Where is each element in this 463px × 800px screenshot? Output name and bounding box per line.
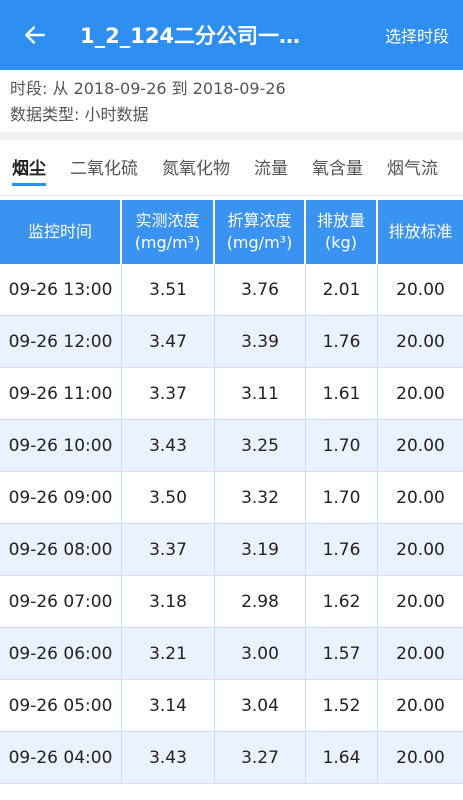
cell-standard: 20.00: [396, 539, 445, 560]
cell-emission: 1.61: [306, 368, 378, 419]
cell-time: 09-26 06:00: [0, 628, 122, 679]
data-type-text: 数据类型: 小时数据: [10, 105, 149, 124]
select-period-button[interactable]: 选择时段: [384, 27, 449, 46]
table-row[interactable]: 09-26 12:00 3.47 3.39 1.76 20.00: [0, 316, 463, 368]
cell-standard: 20.00: [396, 487, 445, 508]
cell-measured: 3.18: [122, 576, 215, 627]
cell-converted: 3.25: [215, 420, 306, 471]
tab-nox[interactable]: 氮氧化物: [162, 158, 230, 179]
cell-standard: 20.00: [396, 695, 445, 716]
header-converted: 折算浓度 (mg/m³): [215, 200, 306, 264]
cell-measured: 3.37: [122, 368, 215, 419]
app-bar: 1_2_124二分公司一… 选择时段: [0, 0, 463, 70]
data-table: 监控时间 实测浓度 (mg/m³) 折算浓度 (mg/m³) 排放量 (kg) …: [0, 200, 463, 784]
page-title: 1_2_124二分公司一…: [80, 24, 301, 48]
cell-measured: 3.50: [122, 472, 215, 523]
table-row[interactable]: 09-26 13:00 3.51 3.76 2.01 20.00: [0, 264, 463, 316]
cell-converted: 3.00: [215, 628, 306, 679]
cell-converted: 3.27: [215, 732, 306, 783]
cell-measured: 3.43: [122, 732, 215, 783]
header-time: 监控时间: [0, 200, 122, 264]
cell-standard: 20.00: [396, 383, 445, 404]
cell-standard: 20.00: [396, 435, 445, 456]
table-row[interactable]: 09-26 07:00 3.18 2.98 1.62 20.00: [0, 576, 463, 628]
tab-dust[interactable]: 烟尘: [12, 140, 46, 195]
cell-time: 09-26 04:00: [0, 732, 122, 783]
arrow-left-icon: [25, 26, 45, 44]
table-header: 监控时间 实测浓度 (mg/m³) 折算浓度 (mg/m³) 排放量 (kg) …: [0, 200, 463, 264]
cell-time: 09-26 05:00: [0, 680, 122, 731]
cell-emission: 1.57: [306, 628, 378, 679]
table-row[interactable]: 09-26 05:00 3.14 3.04 1.52 20.00: [0, 680, 463, 732]
table-row[interactable]: 09-26 09:00 3.50 3.32 1.70 20.00: [0, 472, 463, 524]
table-row[interactable]: 09-26 04:00 3.43 3.27 1.64 20.00: [0, 732, 463, 784]
cell-measured: 3.21: [122, 628, 215, 679]
cell-time: 09-26 10:00: [0, 420, 122, 471]
cell-standard: 20.00: [396, 747, 445, 768]
cell-converted: 3.19: [215, 524, 306, 575]
table-row[interactable]: 09-26 11:00 3.37 3.11 1.61 20.00: [0, 368, 463, 420]
cell-measured: 3.47: [122, 316, 215, 367]
tab-so2[interactable]: 二氧化硫: [70, 158, 138, 179]
table-row[interactable]: 09-26 10:00 3.43 3.25 1.70 20.00: [0, 420, 463, 472]
table-row[interactable]: 09-26 08:00 3.37 3.19 1.76 20.00: [0, 524, 463, 576]
cell-standard: 20.00: [396, 643, 445, 664]
cell-time: 09-26 13:00: [0, 264, 122, 315]
header-measured: 实测浓度 (mg/m³): [122, 200, 215, 264]
query-info: 时段: 从 2018-09-26 到 2018-09-26 数据类型: 小时数据: [0, 70, 463, 132]
cell-converted: 3.04: [215, 680, 306, 731]
cell-converted: 3.11: [215, 368, 306, 419]
cell-standard: 20.00: [396, 331, 445, 352]
cell-time: 09-26 08:00: [0, 524, 122, 575]
table-row[interactable]: 09-26 06:00 3.21 3.00 1.57 20.00: [0, 628, 463, 680]
header-emission: 排放量 (kg): [306, 200, 378, 264]
table-body: 09-26 13:00 3.51 3.76 2.01 20.00 09-26 12:00 3…: [0, 264, 463, 784]
cell-emission: 1.70: [306, 420, 378, 471]
cell-time: 09-26 07:00: [0, 576, 122, 627]
tab-oxygen[interactable]: 氧含量: [312, 158, 363, 179]
cell-measured: 3.37: [122, 524, 215, 575]
cell-converted: 3.76: [215, 264, 306, 315]
cell-emission: 1.52: [306, 680, 378, 731]
cell-emission: 1.64: [306, 732, 378, 783]
cell-standard: 20.00: [396, 591, 445, 612]
cell-measured: 3.43: [122, 420, 215, 471]
header-standard: 排放标准: [388, 222, 453, 241]
cell-emission: 1.76: [306, 316, 378, 367]
cell-time: 09-26 09:00: [0, 472, 122, 523]
cell-emission: 1.76: [306, 524, 378, 575]
cell-emission: 1.70: [306, 472, 378, 523]
cell-time: 09-26 12:00: [0, 316, 122, 367]
cell-converted: 2.98: [215, 576, 306, 627]
pollutant-tabs: 烟尘 二氧化硫 氮氧化物 流量 氧含量 烟气流: [0, 140, 463, 196]
cell-measured: 3.51: [122, 264, 215, 315]
period-text: 时段: 从 2018-09-26 到 2018-09-26: [10, 79, 286, 98]
cell-converted: 3.32: [215, 472, 306, 523]
cell-emission: 1.62: [306, 576, 378, 627]
cell-time: 09-26 11:00: [0, 368, 122, 419]
tab-flow[interactable]: 流量: [254, 158, 288, 179]
cell-emission: 2.01: [306, 264, 378, 315]
back-button[interactable]: [0, 0, 70, 70]
tab-flue-gas[interactable]: 烟气流: [387, 158, 438, 179]
cell-standard: 20.00: [396, 279, 445, 300]
cell-measured: 3.14: [122, 680, 215, 731]
cell-converted: 3.39: [215, 316, 306, 367]
divider: [0, 132, 463, 140]
